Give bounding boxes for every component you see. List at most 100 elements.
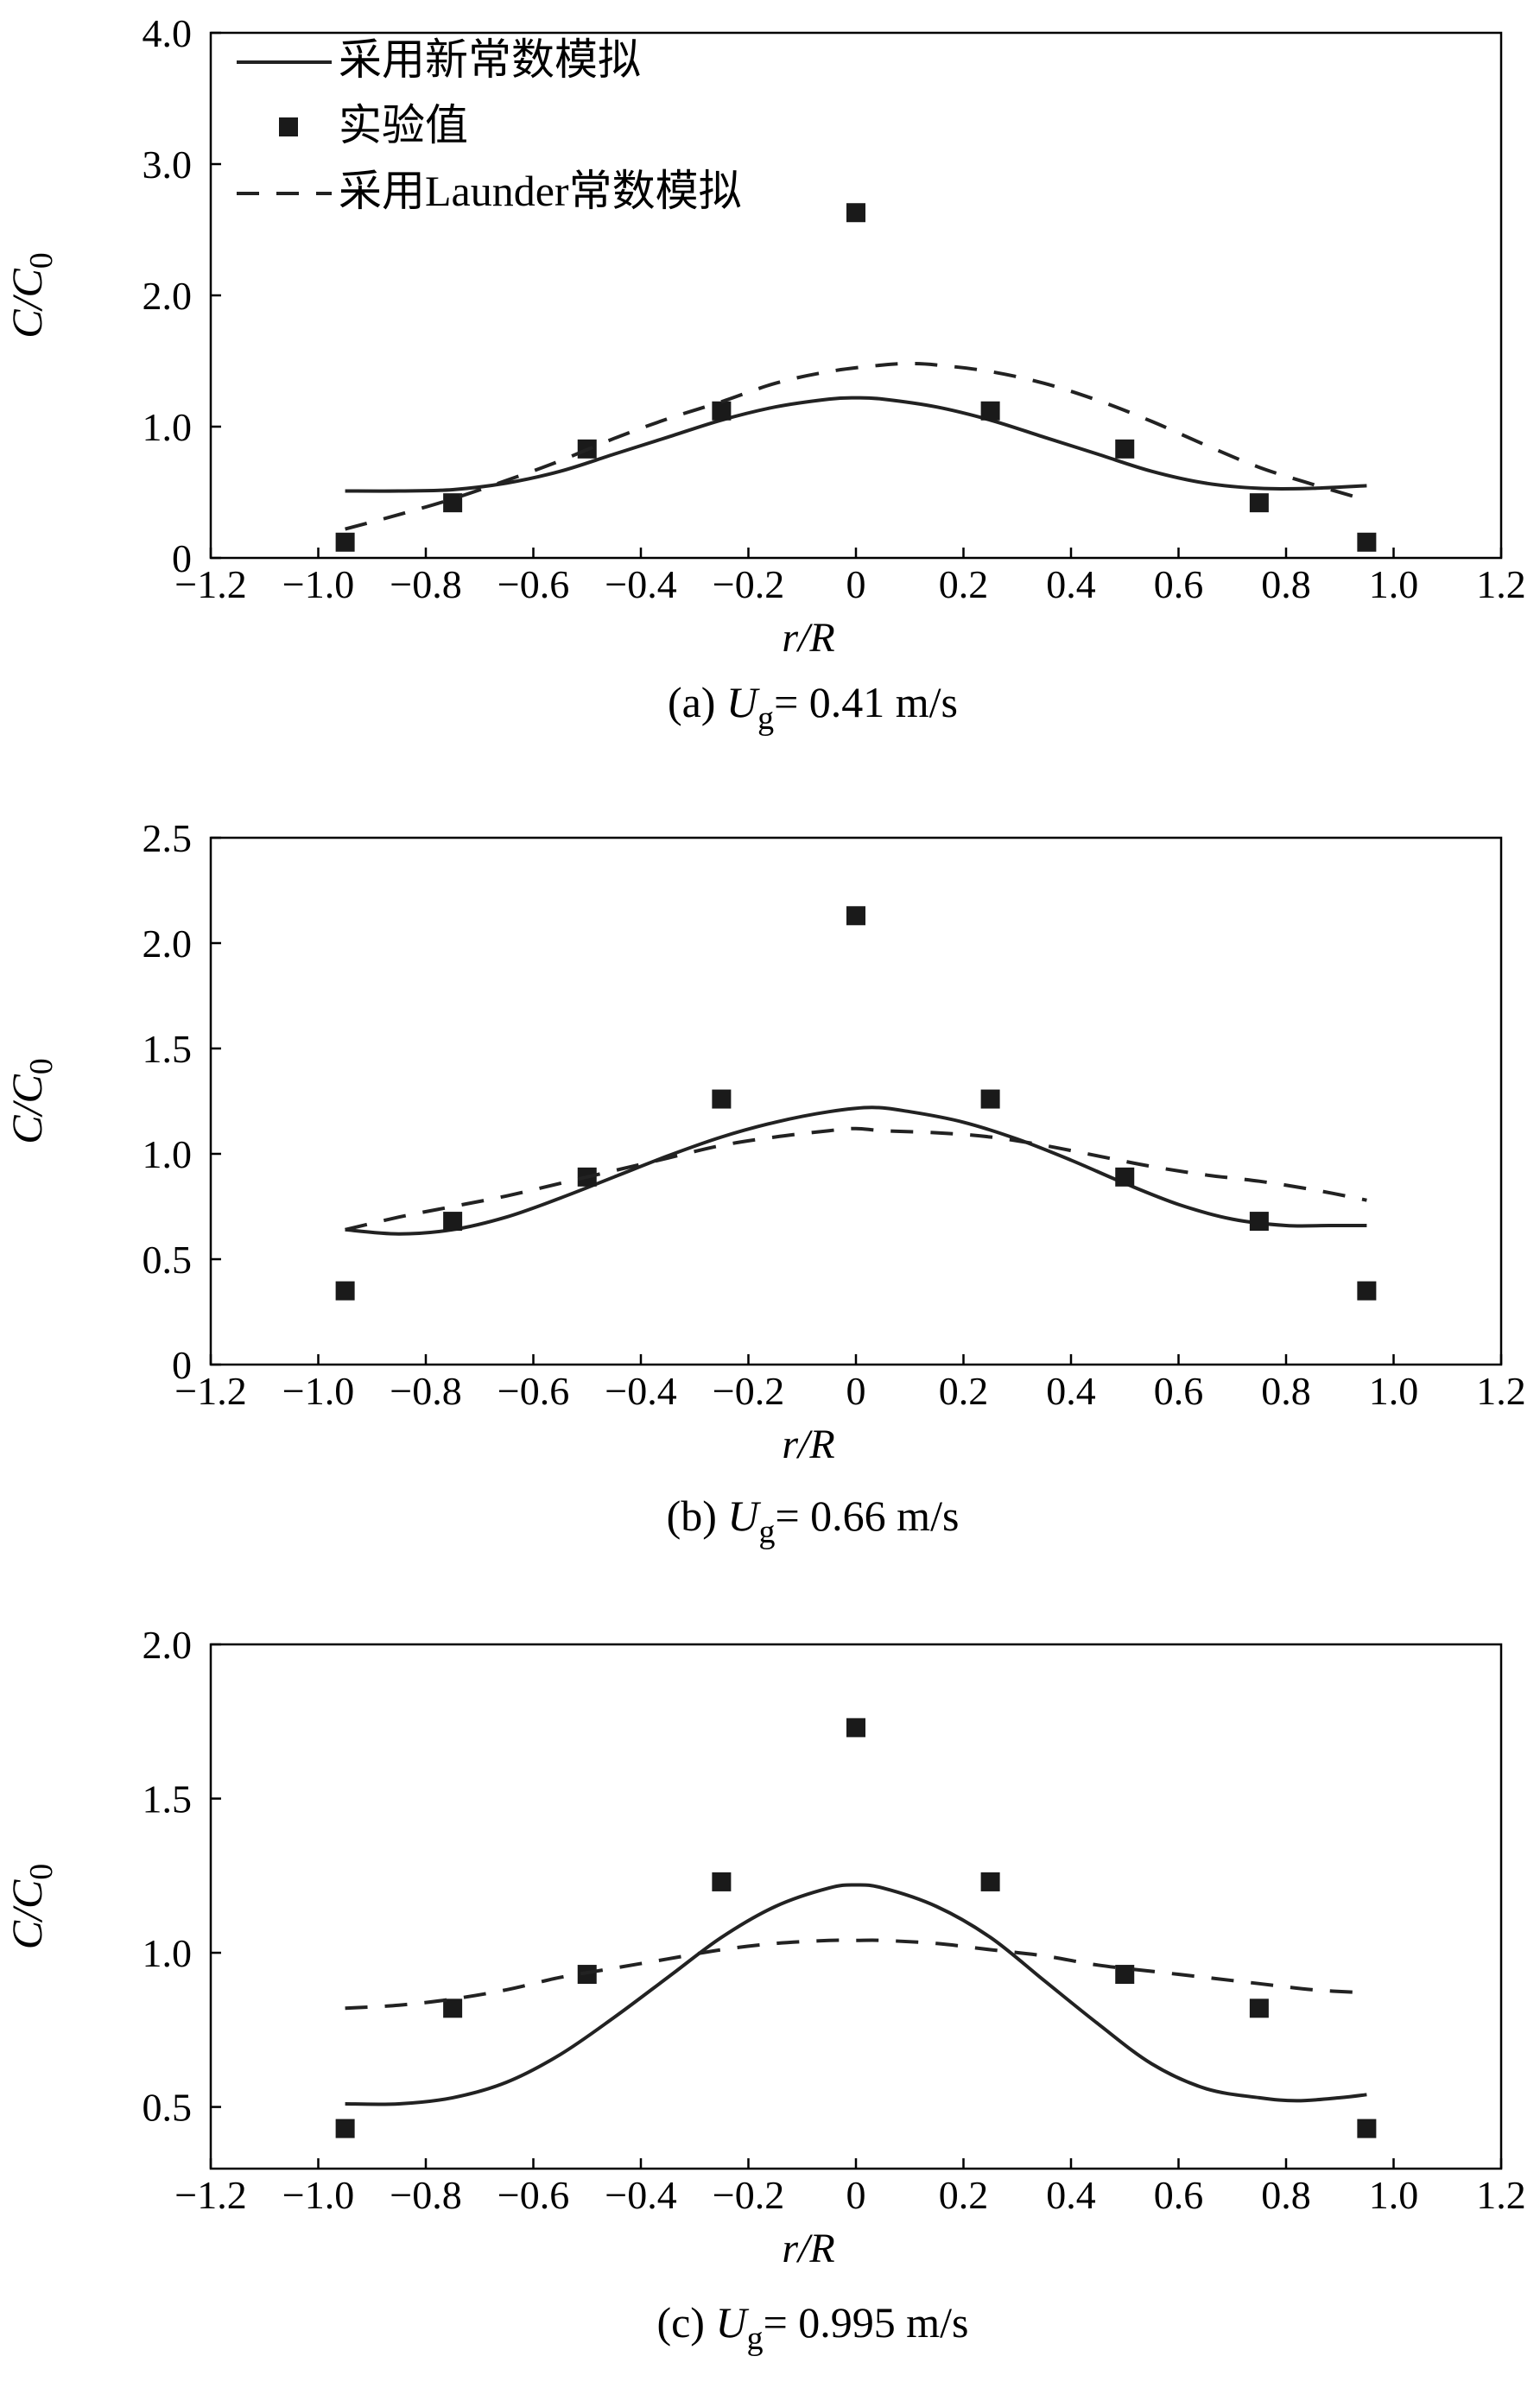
data-point-experiment <box>335 1281 355 1301</box>
x-tick-label: 0 <box>846 1369 866 1413</box>
panel-caption-part-1: U <box>726 678 760 726</box>
x-tick-label: −0.8 <box>390 2173 461 2217</box>
data-point-experiment <box>335 532 355 552</box>
x-tick-label: −0.8 <box>390 562 461 606</box>
x-tick-label: 0.6 <box>1154 562 1204 606</box>
panel-caption-part-3: = 0.995 m/s <box>764 2298 969 2347</box>
panel-caption: (b) Ug= 0.66 m/s <box>667 1492 960 1550</box>
data-point-experiment <box>443 493 463 513</box>
x-tick-label: −0.4 <box>605 2173 676 2217</box>
x-tick-label: −0.2 <box>713 1369 784 1413</box>
x-tick-label: −0.4 <box>605 1369 676 1413</box>
y-tick-label: 1.5 <box>143 1027 193 1071</box>
x-tick-label: −1.0 <box>282 2173 354 2217</box>
data-point-experiment <box>846 203 865 223</box>
data-point-experiment <box>712 1872 732 1891</box>
y-tick-label: 1.0 <box>143 405 193 449</box>
y-tick-label: 0.5 <box>143 2086 193 2130</box>
x-axis-label: r/R <box>782 1422 834 1467</box>
y-tick-label: 1.0 <box>143 1132 193 1176</box>
x-tick-label: −0.2 <box>713 562 784 606</box>
panel-caption-part-1: U <box>727 1492 761 1540</box>
x-axis-label: r/R <box>782 2226 834 2271</box>
x-tick-label: 0.2 <box>939 562 989 606</box>
chart-panel-c: −1.2 −1.0 −0.8 −0.6 −0.4 −0.2 0 0.2 0.4 0.6 0.8 1.0… <box>3 1623 1526 2357</box>
data-point-experiment <box>712 1089 732 1109</box>
y-axis-label-subscript: 0 <box>23 1864 60 1880</box>
y-axis-label: C/C0 <box>3 252 60 339</box>
series-line-launder <box>345 362 1367 531</box>
data-point-experiment <box>1115 1965 1135 1985</box>
x-tick-label: 1.2 <box>1476 2173 1526 2217</box>
x-tick-label: 0.6 <box>1154 2173 1204 2217</box>
chart-panel-a: −1.2 −1.0 −0.8 −0.6 −0.4 −0.2 0 0.2 0.4 0.6 0.8 1.0… <box>3 11 1526 737</box>
data-point-experiment <box>1249 1998 1269 2018</box>
series-line-new-constant <box>345 396 1367 493</box>
series-line-launder <box>345 1126 1367 1232</box>
data-point-experiment <box>443 1998 463 2018</box>
y-tick-label: 2.0 <box>143 922 193 966</box>
x-tick-label: 0 <box>846 562 866 606</box>
data-point-experiment <box>980 1089 1000 1109</box>
x-tick-label: 0.4 <box>1046 562 1096 606</box>
legend-swatch-marker <box>279 117 298 136</box>
x-tick-label: 1.0 <box>1369 562 1419 606</box>
y-tick-label: 2.5 <box>143 816 193 860</box>
x-tick-label: 1.2 <box>1476 562 1526 606</box>
panel-caption-part-0: (a) <box>668 678 726 726</box>
x-tick-label: 0 <box>846 2173 866 2217</box>
data-point-experiment <box>1357 2119 1377 2138</box>
x-tick-label: −0.6 <box>497 562 569 606</box>
panel-caption-part-3: = 0.41 m/s <box>774 678 958 726</box>
y-tick-label: 0 <box>172 1343 192 1387</box>
data-point-experiment <box>846 906 865 926</box>
y-axis-label-main: C/C <box>3 269 51 339</box>
y-axis-label: C/C0 <box>3 1058 60 1144</box>
y-axis-label-main: C/C <box>3 1879 51 1949</box>
legend-label-new-constant: 采用新常数模拟 <box>339 35 641 84</box>
y-tick-label: 2.0 <box>143 1623 193 1667</box>
x-axis-label: r/R <box>782 615 834 661</box>
panel-caption-part-2: g <box>758 1514 775 1550</box>
series-line-launder <box>345 1938 1367 2011</box>
y-tick-label: 1.0 <box>143 1931 193 1975</box>
x-tick-label: −0.6 <box>497 1369 569 1413</box>
data-point-experiment <box>335 2119 355 2138</box>
x-tick-label: −0.8 <box>390 1369 461 1413</box>
x-tick-label: 1.0 <box>1369 1369 1419 1413</box>
x-tick-label: 0.2 <box>939 1369 989 1413</box>
data-point-experiment <box>443 1212 463 1232</box>
panel-caption-part-1: U <box>715 2298 749 2347</box>
y-axis-label-subscript: 0 <box>23 252 60 269</box>
panel-caption-part-2: g <box>747 2321 764 2357</box>
series-line-new-constant <box>345 1883 1367 2106</box>
data-point-experiment <box>980 1872 1000 1891</box>
legend-label-experiment: 实验值 <box>339 101 468 149</box>
x-tick-label: −1.2 <box>174 2173 246 2217</box>
y-tick-label: 3.0 <box>143 143 193 187</box>
panel-caption-part-2: g <box>757 700 774 737</box>
data-point-experiment <box>1115 1167 1135 1187</box>
legend-label-launder: 采用Launder常数模拟 <box>339 167 742 215</box>
x-tick-label: 1.0 <box>1369 2173 1419 2217</box>
series-line-new-constant <box>345 1105 1367 1236</box>
x-tick-label: 0.4 <box>1046 2173 1096 2217</box>
x-tick-label: −0.6 <box>497 2173 569 2217</box>
panel-caption: (c) Ug= 0.995 m/s <box>656 2298 968 2357</box>
y-axis-label-main: C/C <box>3 1074 51 1144</box>
x-tick-label: 0.8 <box>1261 2173 1311 2217</box>
y-axis-label-subscript: 0 <box>23 1058 60 1074</box>
y-tick-label: 1.5 <box>143 1777 193 1821</box>
x-tick-label: 0.8 <box>1261 1369 1311 1413</box>
data-point-experiment <box>980 401 1000 421</box>
panel-caption-part-0: (b) <box>667 1492 728 1540</box>
panel-caption-part-3: = 0.66 m/s <box>775 1492 959 1540</box>
panel-caption-part-0: (c) <box>656 2298 715 2347</box>
data-point-experiment <box>1115 439 1135 459</box>
x-tick-label: −1.2 <box>174 1369 246 1413</box>
x-tick-label: −1.0 <box>282 562 354 606</box>
data-point-experiment <box>712 401 732 421</box>
x-tick-label: 0.6 <box>1154 1369 1204 1413</box>
chart-panel-b: −1.2 −1.0 −0.8 −0.6 −0.4 −0.2 0 0.2 0.4 0.6 0.8 1.0… <box>3 816 1526 1550</box>
